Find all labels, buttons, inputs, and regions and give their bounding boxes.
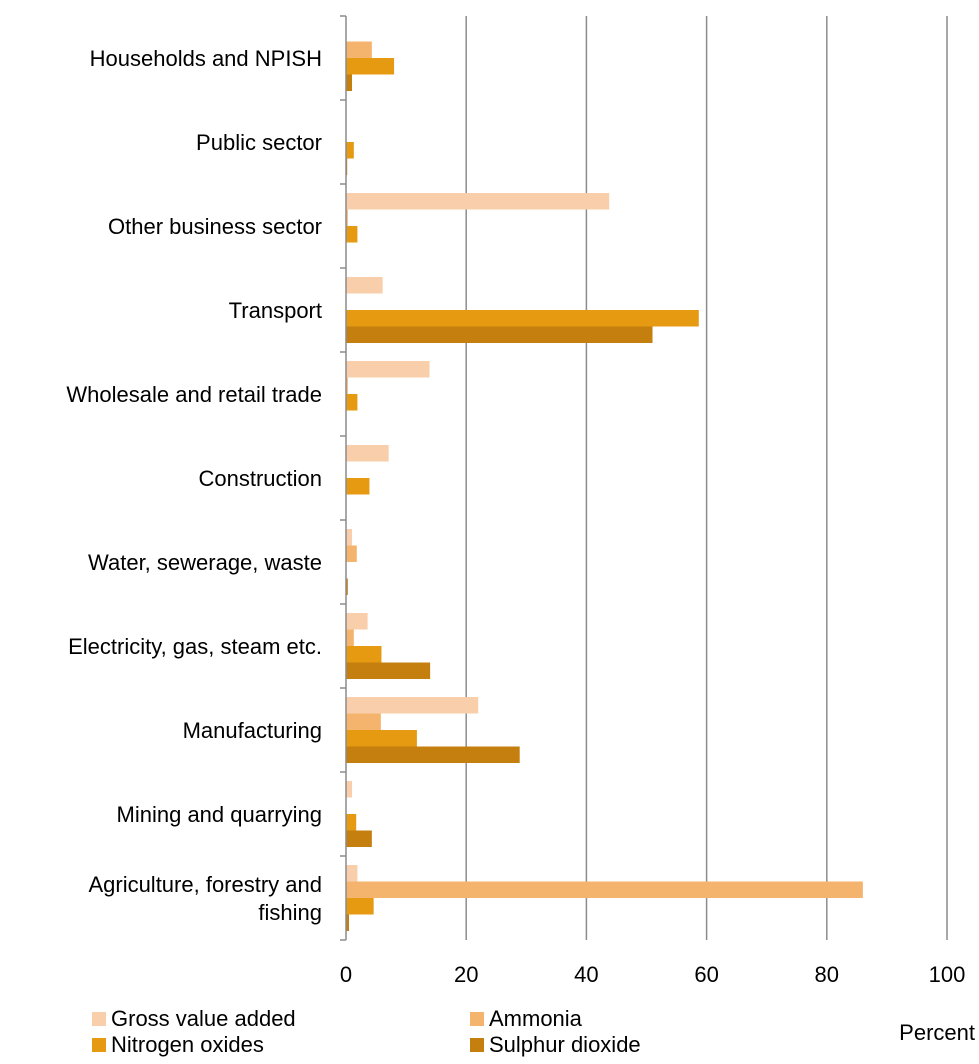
bar-nitrogen-oxides bbox=[346, 310, 699, 327]
legend-swatch bbox=[92, 1038, 106, 1052]
legend-swatch bbox=[470, 1038, 484, 1052]
x-tick-label: 0 bbox=[340, 962, 352, 987]
category-label: Construction bbox=[198, 466, 322, 491]
bar-gross-value-added bbox=[346, 277, 383, 294]
category-label: Households and NPISH bbox=[90, 46, 322, 71]
bar-nitrogen-oxides bbox=[346, 394, 357, 411]
category-label: Manufacturing bbox=[183, 718, 322, 743]
bar-sulphur-dioxide bbox=[346, 75, 352, 92]
bar-sulphur-dioxide bbox=[346, 663, 430, 680]
bar-nitrogen-oxides bbox=[346, 58, 394, 75]
bar-nitrogen-oxides bbox=[346, 226, 357, 243]
legend-label: Nitrogen oxides bbox=[111, 1032, 264, 1057]
bar-sulphur-dioxide bbox=[346, 831, 372, 848]
bar-sulphur-dioxide bbox=[346, 747, 520, 764]
bar-gross-value-added bbox=[346, 529, 352, 546]
category-labels: Agriculture, forestry and fishing Mining a… bbox=[66, 46, 322, 925]
bar-ammonia bbox=[346, 546, 357, 563]
legend-label: Sulphur dioxide bbox=[489, 1032, 641, 1057]
bar-nitrogen-oxides bbox=[346, 814, 356, 831]
category-label: Mining and quarrying bbox=[117, 802, 322, 827]
bar-nitrogen-oxides bbox=[346, 142, 354, 159]
bar-ammonia bbox=[346, 714, 381, 731]
bar-nitrogen-oxides bbox=[346, 730, 417, 747]
category-label: Water, sewerage, waste bbox=[88, 550, 322, 575]
x-tick-label: 100 bbox=[929, 962, 966, 987]
legend-swatch bbox=[92, 1012, 106, 1026]
bar-ammonia bbox=[346, 882, 863, 899]
bar-gross-value-added bbox=[346, 697, 478, 714]
category-label: fishing bbox=[258, 900, 322, 925]
legend: Gross value added Ammonia Nitrogen oxides S… bbox=[92, 1006, 641, 1057]
category-label: Public sector bbox=[196, 130, 322, 155]
legend-label: Gross value added bbox=[111, 1006, 296, 1031]
bar-gross-value-added bbox=[346, 361, 430, 378]
bar-gross-value-added bbox=[346, 781, 352, 798]
legend-label: Ammonia bbox=[489, 1006, 583, 1031]
bar-gross-value-added bbox=[346, 193, 609, 210]
gridlines bbox=[466, 16, 947, 940]
category-label: Wholesale and retail trade bbox=[66, 382, 322, 407]
bar-ammonia bbox=[346, 630, 354, 647]
bar-nitrogen-oxides bbox=[346, 478, 369, 495]
category-label: Transport bbox=[229, 298, 322, 323]
x-tick-label: 60 bbox=[694, 962, 718, 987]
x-axis-label: Percent bbox=[899, 1020, 975, 1045]
x-tick-labels: 0 20 40 60 80 100 bbox=[340, 962, 965, 987]
x-tick-label: 80 bbox=[815, 962, 839, 987]
category-label: Other business sector bbox=[108, 214, 322, 239]
bar-gross-value-added bbox=[346, 445, 389, 462]
bars bbox=[346, 42, 863, 932]
legend-swatch bbox=[470, 1012, 484, 1026]
category-label: Agriculture, forestry and bbox=[88, 872, 322, 897]
bar-gross-value-added bbox=[346, 613, 368, 630]
bar-gross-value-added bbox=[346, 865, 357, 882]
bar-nitrogen-oxides bbox=[346, 898, 374, 915]
bar-ammonia bbox=[346, 42, 372, 59]
bar-nitrogen-oxides bbox=[346, 646, 381, 663]
category-label: Electricity, gas, steam etc. bbox=[68, 634, 322, 659]
x-tick-label: 40 bbox=[574, 962, 598, 987]
x-tick-label: 20 bbox=[454, 962, 478, 987]
bar-sulphur-dioxide bbox=[346, 327, 653, 344]
axes bbox=[340, 16, 346, 940]
